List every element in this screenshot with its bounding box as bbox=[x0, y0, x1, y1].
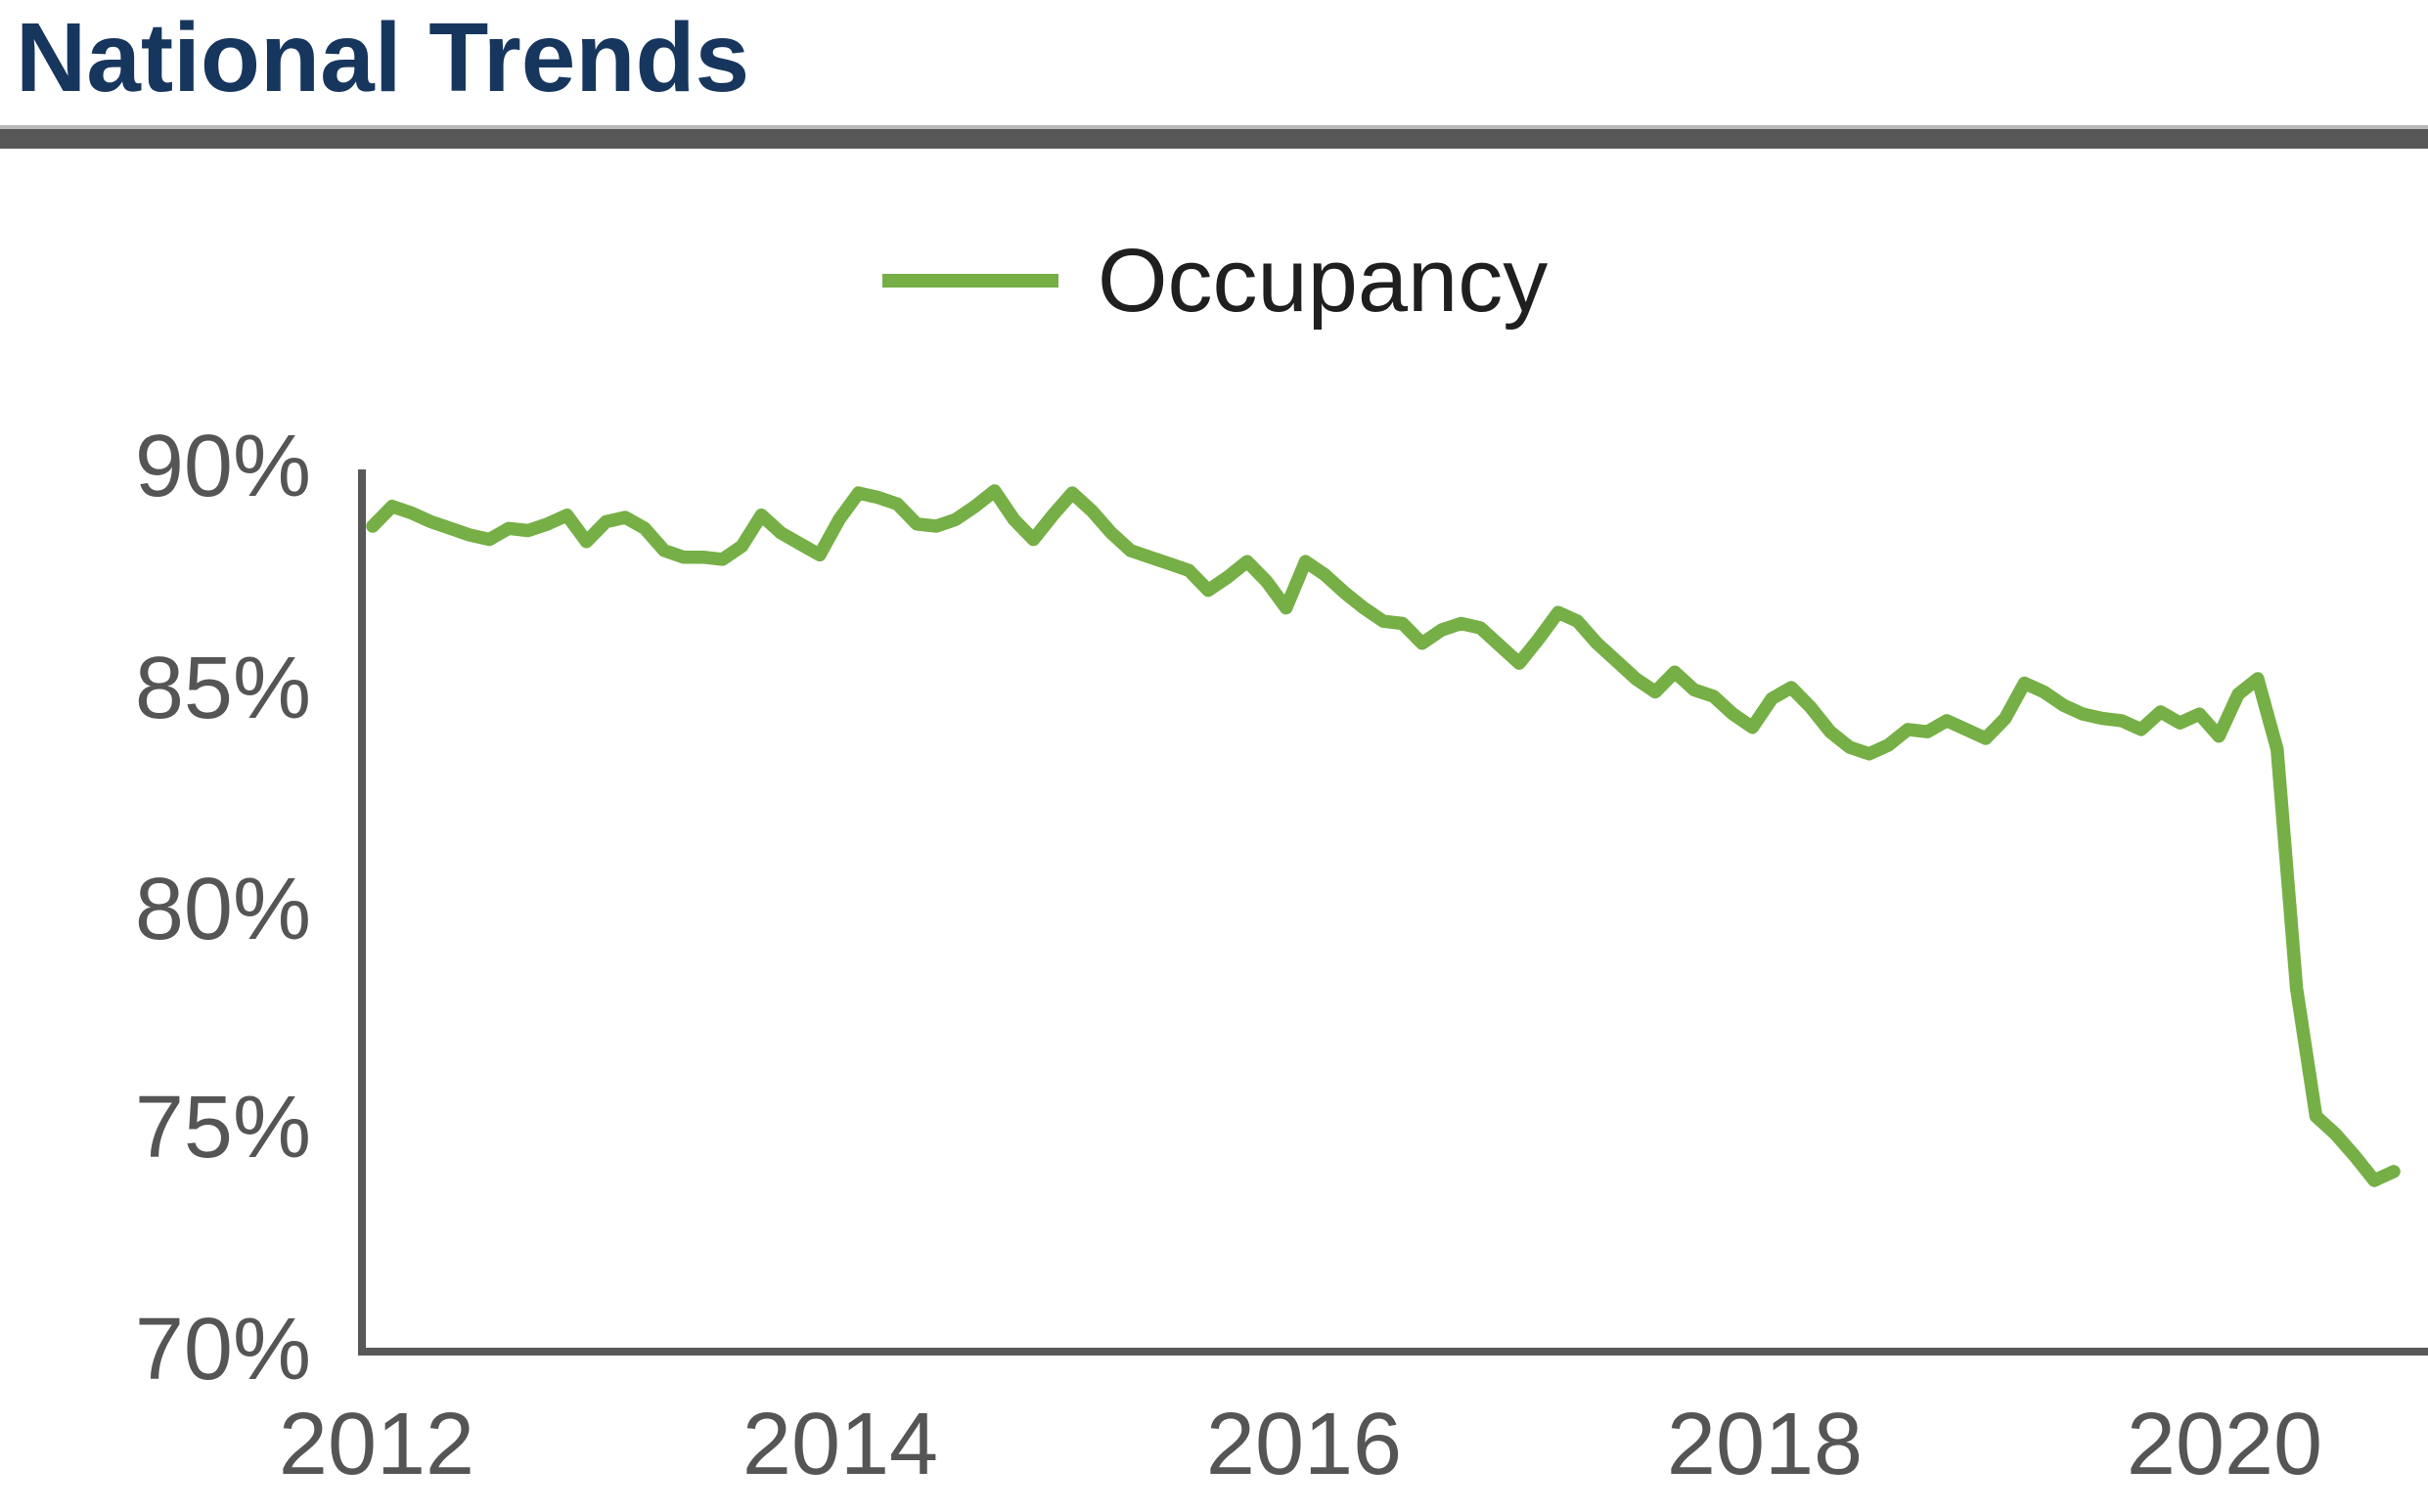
x-tick-2020: 2020 bbox=[2126, 1396, 2323, 1493]
x-axis-line bbox=[358, 1348, 2428, 1356]
y-tick-80: 80% bbox=[134, 861, 311, 958]
x-tick-2018: 2018 bbox=[1666, 1396, 1864, 1493]
page-title: National Trends bbox=[16, 3, 750, 112]
y-tick-70: 70% bbox=[134, 1301, 311, 1399]
title-divider-bar bbox=[0, 129, 2428, 149]
legend-line-swatch bbox=[882, 274, 1058, 288]
legend-series-label: Occupancy bbox=[1098, 231, 1549, 331]
occupancy-line bbox=[366, 484, 2401, 1187]
x-tick-2014: 2014 bbox=[742, 1396, 939, 1493]
x-tick-2012: 2012 bbox=[278, 1396, 475, 1493]
y-tick-85: 85% bbox=[134, 640, 311, 737]
x-tick-2016: 2016 bbox=[1205, 1396, 1403, 1493]
title-divider-highlight bbox=[0, 125, 2428, 129]
y-tick-75: 75% bbox=[134, 1079, 311, 1177]
y-axis-line bbox=[358, 469, 366, 1352]
y-tick-90: 90% bbox=[134, 418, 311, 515]
